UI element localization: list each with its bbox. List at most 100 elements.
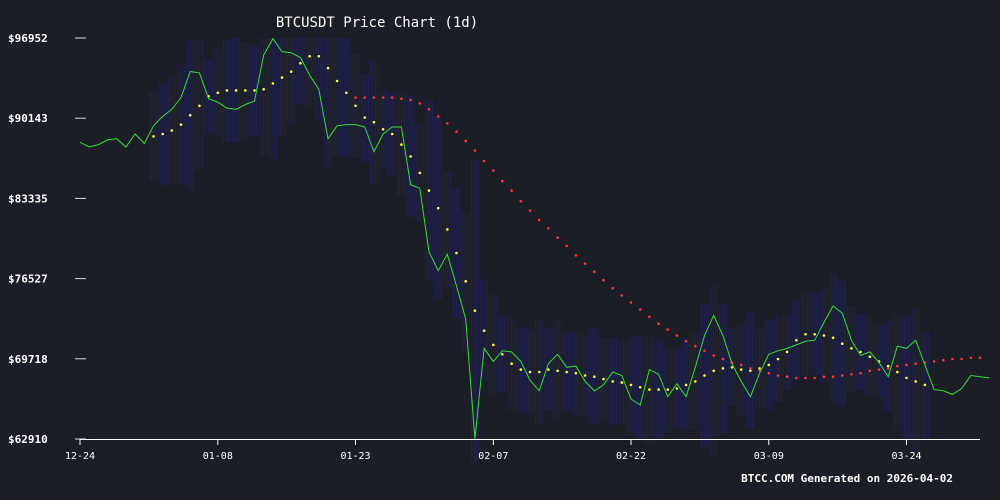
slow-ma-point <box>409 98 412 102</box>
slow-ma-point <box>427 108 431 111</box>
slow-ma-point <box>960 357 963 361</box>
slow-ma-point <box>390 96 394 99</box>
y-tick-label: $76527 <box>8 273 48 286</box>
slow-ma-point <box>629 301 633 304</box>
fast-ma-point <box>694 380 697 383</box>
slow-ma-point <box>638 308 642 311</box>
slow-ma-point <box>363 96 367 99</box>
slow-ma-point <box>767 371 771 375</box>
fast-ma-point <box>556 369 559 373</box>
slow-ma-layer <box>354 96 982 380</box>
y-tick-label: $90143 <box>8 112 48 125</box>
slow-ma-point <box>804 376 807 380</box>
fast-ma-point <box>216 91 220 95</box>
slow-ma-point <box>519 199 523 203</box>
fast-ma-layer <box>152 55 927 391</box>
price-line-layer <box>79 37 990 440</box>
fast-ma-point <box>464 280 468 283</box>
fast-ma-point <box>749 369 752 373</box>
fast-ma-point <box>271 82 275 85</box>
x-tick-label: 01-08 <box>203 451 233 462</box>
fast-ma-point <box>684 383 688 387</box>
slow-ma-point <box>978 356 982 360</box>
slow-ma-point <box>905 363 908 367</box>
y-tick-label: $62910 <box>8 433 48 446</box>
slow-ma-point <box>721 357 725 361</box>
slow-ma-point <box>446 122 449 125</box>
slow-ma-point <box>583 262 587 265</box>
slow-ma-point <box>400 97 403 100</box>
fast-ma-point <box>629 383 633 387</box>
slow-ma-point <box>593 270 596 274</box>
slow-ma-point <box>951 357 954 361</box>
fast-ma-point <box>565 370 568 374</box>
fast-ma-point <box>831 336 835 340</box>
slow-ma-point <box>840 374 844 377</box>
x-tick-label: 02-07 <box>478 451 508 462</box>
slow-ma-point <box>675 334 679 337</box>
slow-ma-point <box>932 360 936 363</box>
fast-ma-point <box>446 228 449 231</box>
fast-ma-point <box>188 113 192 117</box>
slow-ma-point <box>703 349 706 353</box>
fast-ma-point <box>767 363 771 367</box>
slow-ma-point <box>666 328 670 331</box>
fast-ma-point <box>335 79 339 83</box>
fast-ma-point <box>436 206 440 210</box>
slow-ma-point <box>712 354 715 357</box>
slow-ma-point <box>776 374 780 377</box>
slow-ma-point <box>648 315 651 318</box>
slow-ma-point <box>684 340 688 343</box>
fast-ma-point <box>905 376 908 380</box>
slow-ma-point <box>473 149 477 152</box>
fast-ma-point <box>850 347 853 350</box>
fast-ma-point <box>666 388 670 391</box>
chart-title: BTCUSDT Price Chart (1d) <box>276 15 478 31</box>
fast-ma-point <box>308 55 311 58</box>
x-tick-label: 02-22 <box>616 451 646 462</box>
slow-ma-point <box>785 375 789 379</box>
slow-ma-point <box>657 322 660 326</box>
fast-ma-point <box>280 76 284 79</box>
fast-ma-point <box>455 251 458 255</box>
slow-ma-point <box>896 364 899 368</box>
slow-ma-point <box>969 356 973 360</box>
slow-ma-point <box>813 376 816 380</box>
fast-ma-point <box>152 135 155 138</box>
fast-ma-point <box>859 350 862 354</box>
y-tick-label: $83335 <box>8 192 48 205</box>
fast-ma-point <box>840 342 844 346</box>
fast-ma-point <box>492 343 495 347</box>
slow-ma-point <box>868 369 872 373</box>
fast-ma-point <box>583 374 587 377</box>
fast-ma-point <box>730 366 734 369</box>
fast-ma-point <box>234 89 238 92</box>
fast-ma-point <box>896 370 899 374</box>
slow-ma-point <box>436 115 440 118</box>
footer-generated-text: BTCC.COM Generated on 2026-04-02 <box>741 472 953 485</box>
fast-ma-point <box>547 368 550 371</box>
fast-ma-point <box>703 374 706 377</box>
y-tick-label: $69718 <box>8 353 48 366</box>
slow-ma-point <box>464 139 468 143</box>
slow-ma-point <box>492 169 495 172</box>
fast-ma-point <box>657 388 660 391</box>
fast-ma-point <box>914 380 917 383</box>
fast-ma-point <box>813 333 816 336</box>
fast-ma-point <box>721 367 725 370</box>
fast-ma-point <box>299 62 302 65</box>
y-tick-label: $96952 <box>8 32 48 45</box>
fast-ma-point <box>758 367 761 370</box>
fast-ma-point <box>776 357 780 361</box>
fast-ma-point <box>712 369 715 373</box>
price-line <box>79 37 990 440</box>
fast-ma-point <box>170 129 174 132</box>
x-tick-label: 03-24 <box>891 451 921 462</box>
fast-ma-point <box>923 383 927 387</box>
fast-ma-point <box>473 309 477 313</box>
x-tick-label: 12-24 <box>65 451 95 462</box>
fast-ma-point <box>198 104 201 108</box>
slow-ma-point <box>528 209 532 212</box>
